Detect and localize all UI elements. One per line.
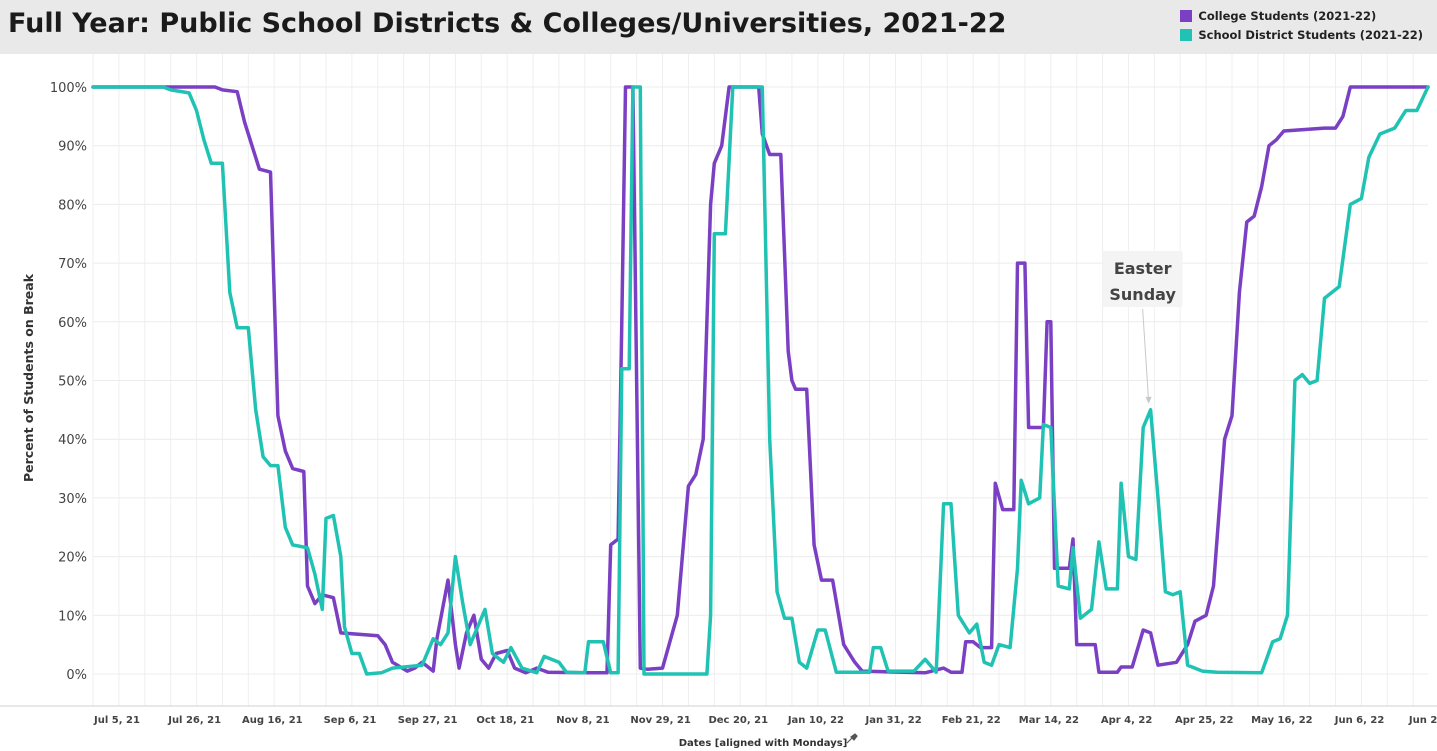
- legend-label-college: College Students (2021-22): [1198, 8, 1377, 23]
- x-tick-label: Oct 18, 21: [476, 715, 534, 726]
- x-tick-label: Jul 5, 21: [93, 715, 140, 726]
- x-tick-label: Dec 20, 21: [708, 715, 768, 726]
- legend-item-school[interactable]: School District Students (2021-22): [1180, 25, 1423, 44]
- series-lines: [91, 85, 1430, 676]
- legend-label-school: School District Students (2021-22): [1198, 27, 1423, 42]
- annotations: Easter Sunday: [1102, 251, 1183, 404]
- legend-swatch-college: [1180, 9, 1193, 22]
- legend-item-college[interactable]: College Students (2021-22): [1180, 6, 1423, 25]
- annotation-leader: [1142, 308, 1150, 402]
- x-tick-label: Jul 26, 21: [167, 715, 221, 726]
- x-tick-label: Jan 10, 22: [787, 715, 844, 726]
- series-line-college[interactable]: [91, 85, 1430, 675]
- y-tick-label: 70%: [58, 257, 87, 272]
- y-tick-label: 80%: [58, 198, 87, 213]
- chart-title: Full Year: Public School Districts & Col…: [8, 8, 1007, 39]
- annotation-arrowhead: [1145, 396, 1152, 404]
- x-tick-label: Sep 27, 21: [398, 715, 458, 726]
- pin-icon[interactable]: [846, 733, 858, 744]
- y-axis-ticks: 0% 10% 20% 30% 40% 50% 60% 70% 80% 90% 100%: [50, 81, 87, 683]
- x-tick-label: Apr 25, 22: [1175, 715, 1233, 726]
- series-line-school[interactable]: [91, 85, 1430, 676]
- y-tick-label: 0%: [66, 668, 87, 683]
- x-tick-label: Apr 4, 22: [1101, 715, 1153, 726]
- y-tick-label: 100%: [50, 81, 87, 96]
- y-tick-label: 30%: [58, 492, 87, 507]
- line-chart: 0% 10% 20% 30% 40% 50% 60% 70% 80% 90% 100% Jul 5,…: [0, 54, 1437, 749]
- x-tick-label: Jun 6, 22: [1334, 715, 1385, 726]
- x-tick-label: Aug 16, 21: [242, 715, 303, 726]
- y-axis-title: Percent of Students on Break: [21, 273, 36, 482]
- x-tick-label: Mar 14, 22: [1019, 715, 1079, 726]
- x-tick-label: Sep 6, 21: [324, 715, 377, 726]
- horizontal-gridlines: [93, 86, 1428, 675]
- annotation-line-1: Easter: [1114, 259, 1172, 278]
- y-tick-label: 60%: [58, 316, 87, 331]
- x-tick-label: Jan 31, 22: [864, 715, 921, 726]
- x-axis-title: Dates [aligned with Mondays]: [679, 738, 848, 749]
- y-tick-label: 20%: [58, 551, 87, 566]
- x-tick-label: Nov 29, 21: [630, 715, 690, 726]
- y-tick-label: 90%: [58, 140, 87, 155]
- x-tick-label: Nov 8, 21: [556, 715, 609, 726]
- chart-header: Full Year: Public School Districts & Col…: [0, 0, 1437, 54]
- x-tick-label: Feb 21, 22: [942, 715, 1001, 726]
- y-tick-label: 40%: [58, 433, 87, 448]
- x-axis-ticks: Jul 5, 21 Jul 26, 21 Aug 16, 21 Sep 6, 21 Se…: [93, 715, 1437, 726]
- x-tick-label: Jun 27, 22: [1408, 715, 1437, 726]
- annotation-box: [1102, 251, 1183, 307]
- x-tick-label: May 16, 22: [1251, 715, 1313, 726]
- annotation-line-2: Sunday: [1109, 285, 1176, 304]
- legend-swatch-school: [1180, 28, 1193, 41]
- y-tick-label: 50%: [58, 375, 87, 390]
- legend: College Students (2021-22) School Distri…: [1180, 6, 1423, 44]
- y-tick-label: 10%: [58, 609, 87, 624]
